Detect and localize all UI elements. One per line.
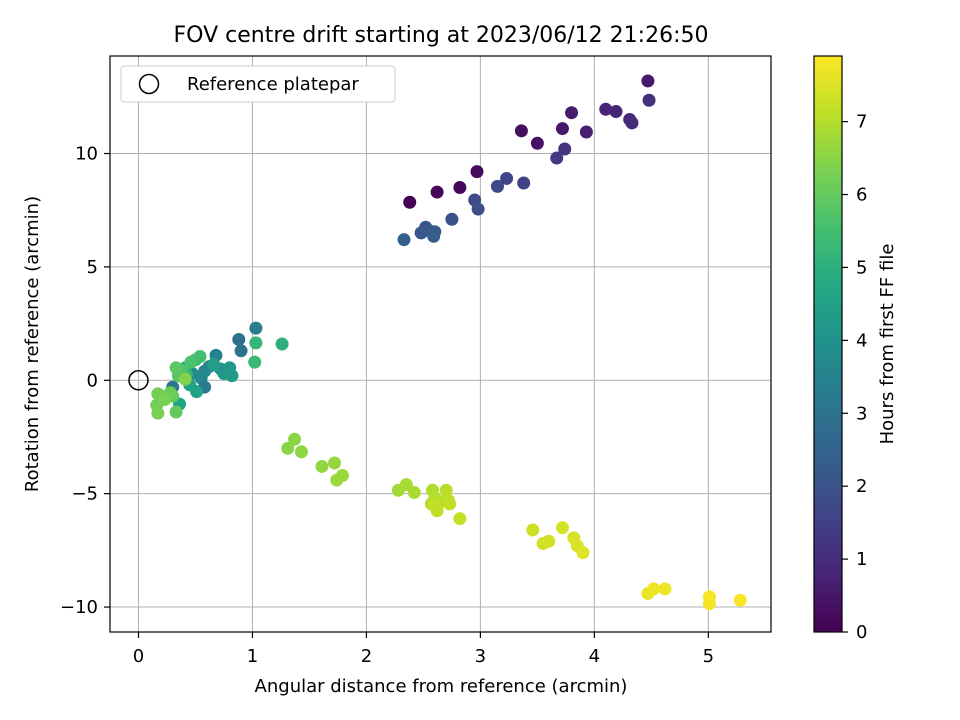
data-point bbox=[658, 582, 672, 596]
data-point bbox=[471, 202, 485, 216]
reference-platepar-marker bbox=[128, 370, 149, 391]
colorbar-gradient bbox=[813, 55, 843, 633]
data-point bbox=[330, 473, 344, 487]
y-tick-label: 10 bbox=[75, 144, 98, 165]
points-layer bbox=[150, 74, 747, 611]
data-point bbox=[641, 74, 655, 88]
colorbar-tick-label: 1 bbox=[856, 549, 867, 570]
x-axis: 0 1 2 3 4 5 bbox=[133, 632, 714, 667]
data-point bbox=[232, 332, 246, 346]
colorbar: 0 1 2 3 4 5 6 7 Hours from first FF file bbox=[813, 55, 898, 643]
data-point bbox=[225, 369, 239, 383]
data-point bbox=[599, 102, 613, 116]
y-axis-label: Rotation from reference (arcmin) bbox=[22, 196, 43, 492]
data-point bbox=[702, 597, 716, 611]
data-point bbox=[151, 406, 165, 420]
data-point bbox=[414, 226, 428, 240]
reference-marker-layer bbox=[128, 370, 149, 391]
data-point bbox=[428, 498, 442, 512]
data-point bbox=[397, 233, 411, 247]
chart-title: FOV centre drift starting at 2023/06/12 … bbox=[174, 23, 709, 48]
data-point bbox=[453, 181, 467, 195]
data-point bbox=[169, 405, 183, 419]
data-point bbox=[248, 355, 262, 369]
data-point bbox=[234, 344, 248, 358]
data-point bbox=[249, 321, 263, 335]
y-tick-label: −5 bbox=[71, 484, 98, 505]
data-point bbox=[555, 122, 569, 136]
data-point bbox=[178, 372, 192, 386]
data-point bbox=[647, 582, 661, 596]
data-point bbox=[490, 179, 504, 193]
x-tick-label: 0 bbox=[133, 646, 144, 667]
colorbar-tick-label: 7 bbox=[856, 112, 867, 133]
colorbar-label: Hours from first FF file bbox=[877, 244, 898, 445]
x-tick-label: 4 bbox=[589, 646, 600, 667]
data-point bbox=[733, 593, 747, 607]
legend-box bbox=[120, 65, 396, 103]
data-point bbox=[550, 151, 564, 165]
data-point bbox=[526, 523, 540, 537]
data-point bbox=[453, 512, 467, 526]
data-point bbox=[169, 361, 183, 375]
data-point bbox=[579, 125, 593, 139]
data-point bbox=[514, 124, 528, 138]
data-point bbox=[542, 534, 556, 548]
data-point bbox=[609, 105, 623, 119]
data-point bbox=[565, 106, 579, 120]
colorbar-tick-label: 6 bbox=[856, 185, 867, 206]
data-point bbox=[249, 336, 263, 350]
plot-frame bbox=[109, 55, 772, 633]
x-tick-label: 3 bbox=[475, 646, 486, 667]
x-axis-label: Angular distance from reference (arcmin) bbox=[255, 676, 628, 697]
data-point bbox=[576, 546, 590, 560]
data-point bbox=[625, 116, 639, 130]
y-tick-label: 0 bbox=[87, 370, 98, 391]
data-point bbox=[500, 171, 514, 185]
colorbar-ticks: 0 1 2 3 4 5 6 7 bbox=[842, 112, 867, 643]
data-point bbox=[439, 483, 453, 497]
data-point bbox=[158, 393, 172, 407]
data-point bbox=[207, 357, 221, 371]
data-point bbox=[184, 355, 198, 369]
legend-label: Reference platepar bbox=[187, 74, 359, 95]
data-point bbox=[328, 456, 342, 470]
data-point bbox=[470, 165, 484, 179]
data-point bbox=[430, 185, 444, 199]
data-point bbox=[294, 445, 308, 459]
data-point bbox=[445, 212, 459, 226]
grid-lines bbox=[110, 56, 771, 632]
data-point bbox=[403, 195, 417, 209]
data-point bbox=[427, 229, 441, 243]
data-point bbox=[517, 176, 531, 190]
data-point bbox=[555, 521, 569, 535]
data-point bbox=[315, 459, 329, 473]
data-point bbox=[407, 486, 421, 500]
colorbar-tick-label: 2 bbox=[856, 476, 867, 497]
x-tick-label: 5 bbox=[703, 646, 714, 667]
data-point bbox=[530, 136, 544, 150]
data-point bbox=[288, 432, 302, 446]
legend: Reference platepar bbox=[120, 65, 396, 103]
colorbar-tick-label: 0 bbox=[856, 622, 867, 643]
y-tick-label: −10 bbox=[60, 597, 98, 618]
data-point bbox=[642, 93, 656, 107]
colorbar-tick-label: 4 bbox=[856, 330, 867, 351]
legend-marker-icon bbox=[138, 73, 160, 95]
colorbar-tick-label: 5 bbox=[856, 257, 867, 278]
data-point bbox=[281, 441, 295, 455]
data-point bbox=[399, 478, 413, 492]
x-tick-label: 1 bbox=[247, 646, 258, 667]
colorbar-tick-label: 3 bbox=[856, 403, 867, 424]
data-point bbox=[275, 337, 289, 351]
data-point bbox=[443, 497, 457, 511]
data-point bbox=[558, 142, 572, 156]
y-tick-label: 5 bbox=[87, 257, 98, 278]
x-tick-label: 2 bbox=[361, 646, 372, 667]
y-axis: −10 −5 0 5 10 bbox=[60, 144, 110, 618]
